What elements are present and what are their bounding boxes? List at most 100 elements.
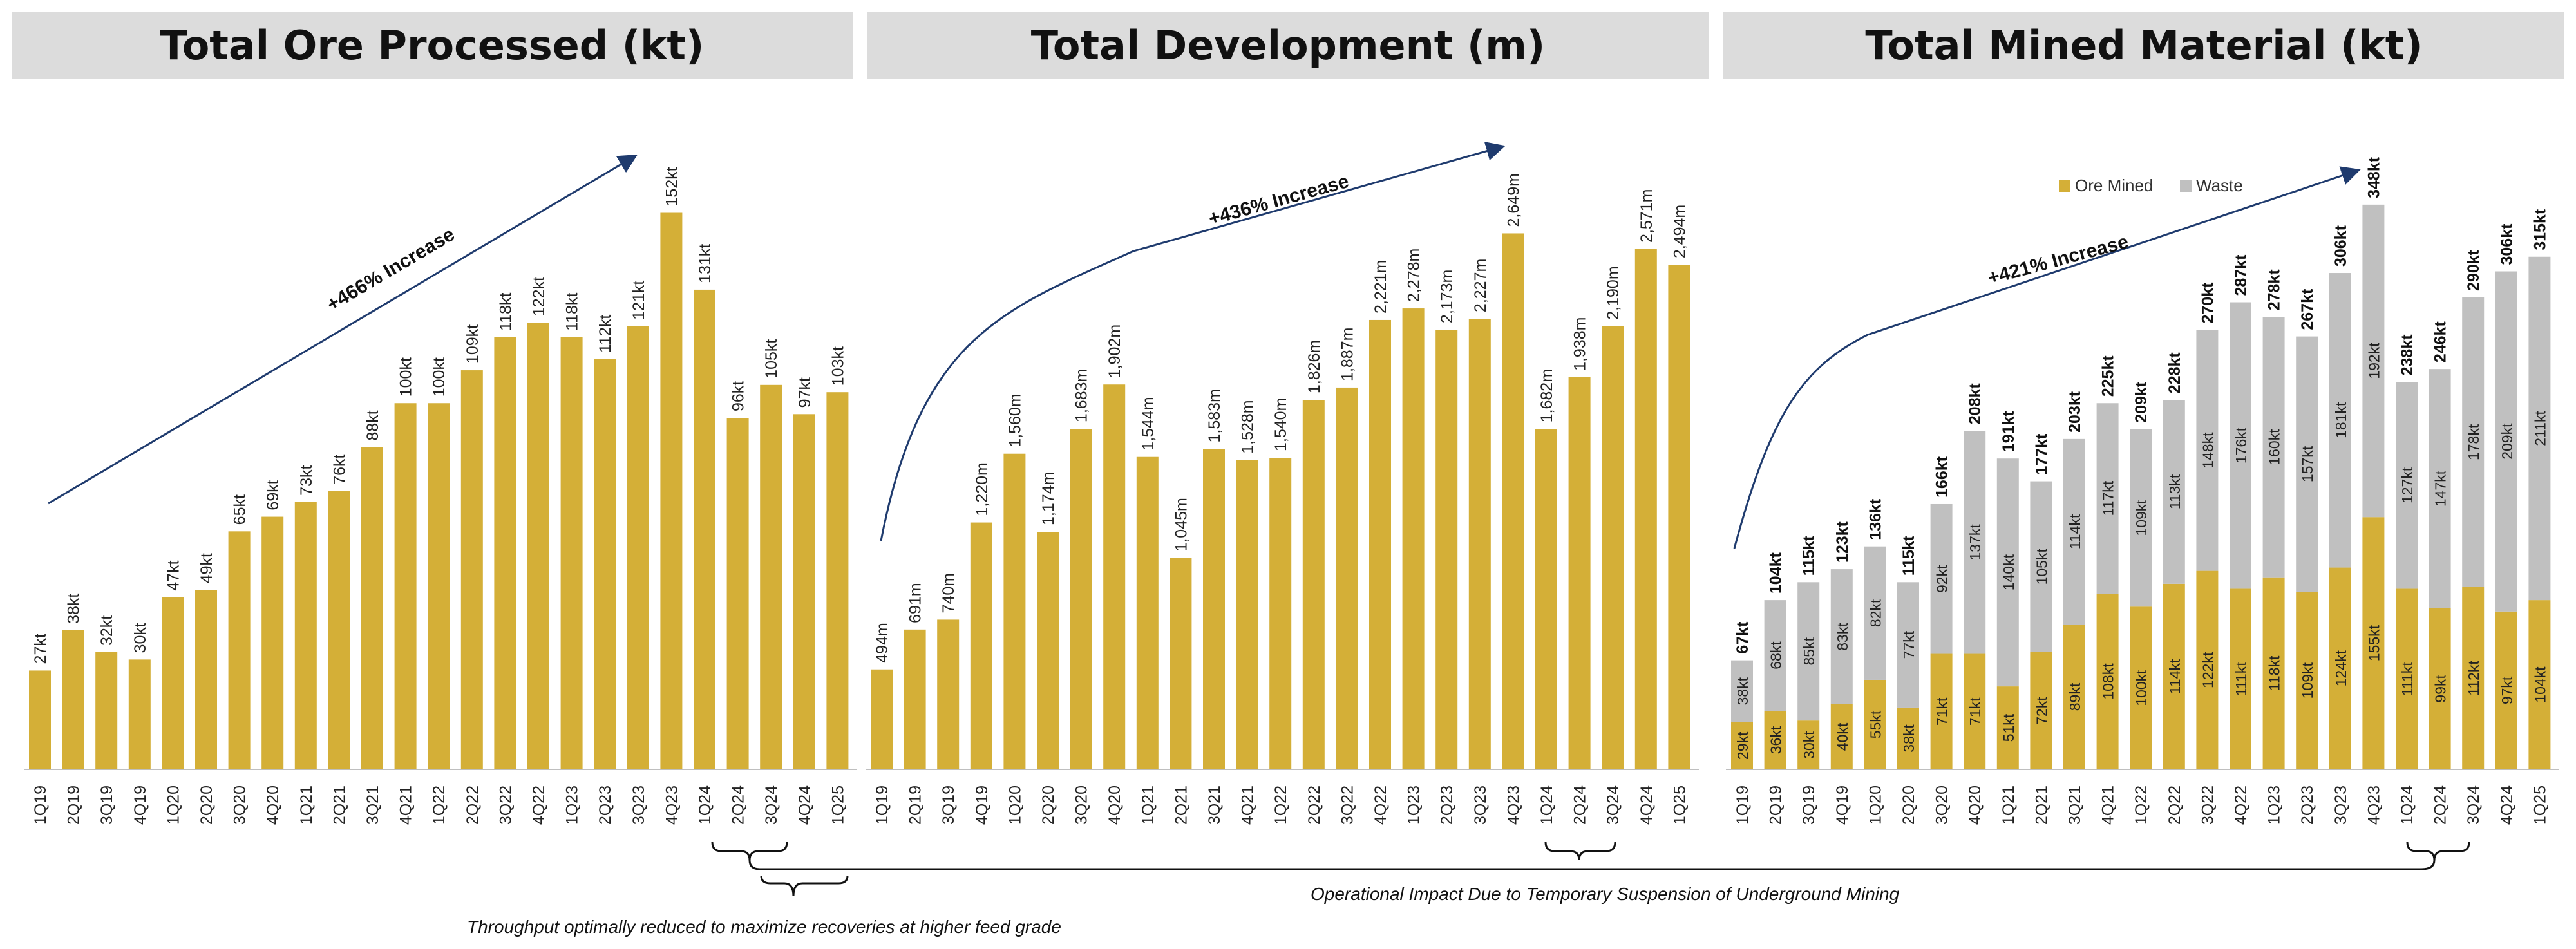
dev-data-label: 1,938m — [1571, 317, 1589, 371]
ore-bar — [228, 531, 251, 769]
mined-ore-bar — [2362, 517, 2385, 769]
mined-waste-label: 127kt — [2399, 467, 2416, 503]
mined-ore-bar — [2396, 588, 2418, 769]
dev-bar — [1535, 429, 1557, 769]
dev-bar — [1402, 308, 1425, 769]
mined-total-label: 306kt — [2332, 225, 2350, 267]
legend-ore-swatch — [2059, 180, 2070, 192]
ore-bar — [29, 670, 51, 769]
dev-data-label: 2,190m — [1604, 266, 1622, 319]
mined-tick-label: 2Q19 — [1767, 785, 1785, 825]
ore-tick-label: 2Q22 — [464, 785, 482, 825]
mined-ore-label: 100kt — [2133, 670, 2150, 706]
ore-bar — [128, 659, 151, 769]
mined-tick-label: 4Q21 — [2099, 785, 2117, 825]
ore-tick-label: 2Q20 — [198, 785, 216, 825]
ore-tick-label: 3Q19 — [98, 785, 116, 825]
dev-tick-label: 4Q19 — [973, 785, 991, 825]
mined-ore-bar — [2096, 594, 2119, 769]
ore-tick-label: 4Q22 — [530, 785, 548, 825]
dev-tick-label: 1Q23 — [1405, 785, 1423, 825]
mined-waste-label: 82kt — [1867, 599, 1884, 627]
mined-total-label: 209kt — [2132, 381, 2150, 423]
mined-total-label: 104kt — [1767, 552, 1785, 594]
ore-bar — [627, 326, 649, 769]
mined-waste-label: 38kt — [1734, 677, 1751, 705]
mined-waste-label: 113kt — [2166, 474, 2183, 509]
ore-tick-label: 4Q21 — [397, 785, 415, 825]
mined-tick-label: 1Q20 — [1866, 785, 1884, 825]
dev-tick-label: 4Q24 — [1638, 785, 1656, 825]
mined-ore-label: 97kt — [2499, 676, 2515, 704]
mined-tick-label: 3Q22 — [2199, 785, 2217, 825]
ore-data-label: 27kt — [32, 634, 50, 664]
mined-total-label: 203kt — [2066, 391, 2084, 433]
mined-tick-label: 3Q21 — [2066, 785, 2084, 825]
mined-ore-bar — [2262, 577, 2285, 769]
dev-data-label: 2,221m — [1372, 260, 1390, 314]
mined-material-header: Total Mined Material (kt) — [1723, 12, 2564, 79]
mined-tick-label: 2Q20 — [1900, 785, 1918, 825]
mined-ore-bar — [2296, 592, 2318, 769]
ore-tick-label: 1Q19 — [32, 785, 50, 825]
mined-waste-label: 181kt — [2333, 402, 2349, 438]
dev-data-label: 691m — [907, 583, 925, 623]
dev-bar — [1369, 319, 1391, 769]
mined-waste-bar — [2230, 302, 2251, 589]
mined-waste-label: 117kt — [2100, 480, 2117, 516]
ore-tick-label: 2Q24 — [730, 785, 748, 825]
mined-ore-label: 122kt — [2199, 652, 2216, 688]
mined-waste-bar — [2196, 330, 2219, 571]
dev-data-label: 2,173m — [1438, 270, 1456, 323]
mined-increase-annotation: +421% Increase — [1985, 231, 2130, 289]
mined-ore-label: 99kt — [2432, 675, 2449, 703]
mined-waste-bar — [1864, 546, 1886, 680]
dev-tick-label: 3Q19 — [940, 785, 958, 825]
development-increase-annotation: +436% Increase — [1206, 171, 1351, 230]
ore-tick-label: 1Q24 — [696, 785, 714, 825]
ore-tick-label: 3Q24 — [762, 785, 781, 825]
mined-tick-label: 1Q23 — [2266, 785, 2284, 825]
ore-data-label: 118kt — [497, 293, 515, 331]
mined-ore-bar — [1996, 686, 2019, 769]
mined-ore-label: 109kt — [2299, 662, 2316, 699]
mined-ore-bar — [1731, 722, 1753, 769]
mined-ore-label: 111kt — [2233, 662, 2249, 696]
mined-ore-label: 104kt — [2532, 666, 2548, 703]
mined-total-label: 270kt — [2199, 282, 2217, 324]
mined-total-label: 246kt — [2432, 321, 2450, 363]
dev-data-label: 1,560m — [1006, 393, 1024, 447]
ore-data-label: 76kt — [330, 454, 348, 484]
mined-material-title: Total Mined Material (kt) — [1865, 22, 2423, 69]
mined-ore-label: 114kt — [2166, 659, 2183, 694]
mined-tick-label: 1Q19 — [1734, 785, 1752, 825]
mined-ore-bar — [2030, 652, 2052, 769]
dev-data-label: 2,227m — [1472, 259, 1490, 312]
mined-waste-label: 148kt — [2199, 432, 2216, 469]
throughput-note: Throughput optimally reduced to maximize… — [467, 917, 1061, 937]
mined-total-label: 67kt — [1734, 621, 1752, 654]
dev-tick-label: 4Q22 — [1372, 785, 1390, 825]
ore-data-label: 97kt — [796, 377, 814, 408]
mined-waste-bar — [1830, 569, 1853, 704]
mined-ore-label: 155kt — [2365, 625, 2382, 661]
ore-data-label: 112kt — [596, 315, 614, 353]
dev-bar — [1602, 326, 1624, 769]
dev-bar — [1435, 330, 1458, 769]
mined-waste-label: 178kt — [2465, 424, 2482, 460]
mined-waste-bar — [1897, 582, 1919, 708]
mined-tick-label: 1Q25 — [2531, 785, 2549, 825]
ore-tick-label: 3Q20 — [231, 785, 249, 825]
mined-ore-bar — [2528, 600, 2551, 769]
dev-bar — [1502, 233, 1524, 769]
ore-data-label: 100kt — [430, 357, 448, 397]
mined-total-label: 115kt — [1800, 535, 1818, 576]
mined-waste-bar — [2163, 400, 2185, 584]
mined-waste-label: 160kt — [2266, 429, 2283, 465]
dev-data-label: 494m — [873, 623, 891, 663]
mined-tick-label: 4Q24 — [2498, 785, 2516, 825]
dev-tick-label: 2Q22 — [1305, 785, 1323, 825]
ore-period-bracket — [711, 841, 788, 861]
mined-ore-label: 118kt — [2266, 655, 2283, 691]
